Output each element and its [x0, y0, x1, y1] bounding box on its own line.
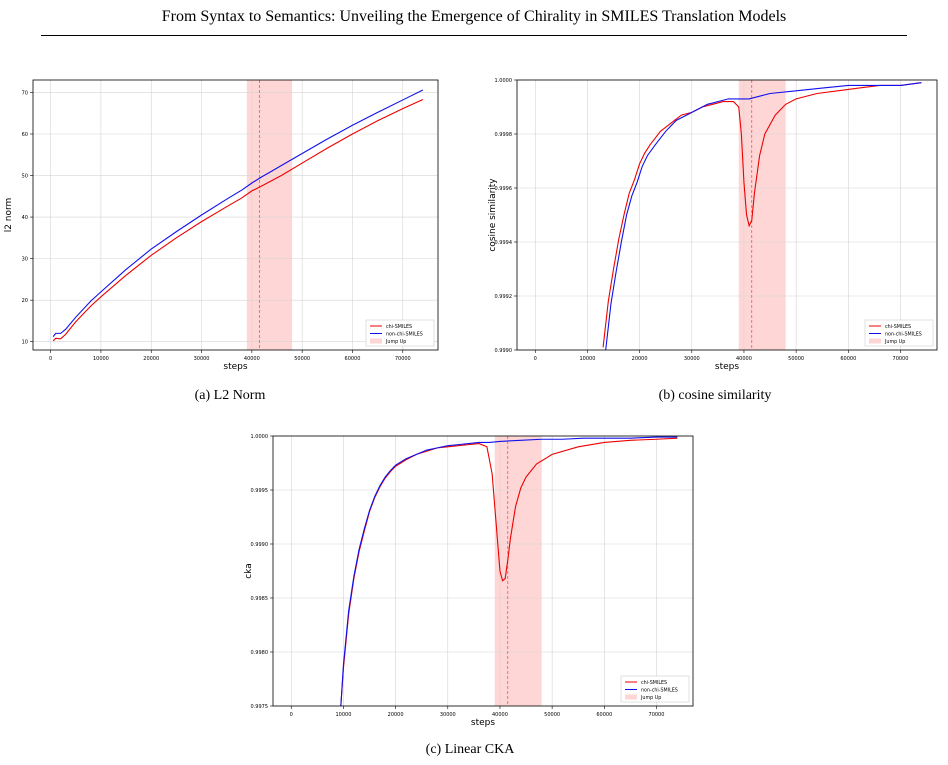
y-tick-label: 0.9990: [251, 542, 269, 548]
x-tick-label: 10000: [335, 712, 351, 718]
series-group: [602, 82, 922, 350]
series-line-non-chi-smiles: [52, 89, 424, 338]
x-tick-label: 0: [49, 356, 52, 362]
x-tick-label: 40000: [492, 712, 508, 718]
x-tick-label: 50000: [788, 356, 804, 362]
figure-cosine-similarity: 0 10000 20000 30000 40000 50000 60000 70000 0.99…: [484, 74, 944, 374]
x-tick-label: 40000: [244, 356, 260, 362]
header-rule: [41, 35, 907, 36]
x-tick-label: 0: [534, 356, 537, 362]
y-tick-label: 1.0000: [495, 78, 513, 84]
x-axis-label: steps: [223, 362, 247, 372]
x-tick-label: 20000: [143, 356, 159, 362]
jump-band: [246, 80, 293, 350]
legend-label: Jump Up: [385, 339, 406, 345]
x-tick-label: 30000: [440, 712, 456, 718]
figure-l2-norm: 0 10000 20000 30000 40000 50000 60000 70000 10 20…: [0, 74, 440, 374]
series-line-non-chi-smiles: [605, 82, 922, 350]
series-line-chi-smiles: [52, 99, 424, 342]
y-axis-label: cosine similarity: [488, 178, 498, 252]
x-tick-label: 70000: [649, 712, 665, 718]
y-tick-label: 0.9980: [251, 650, 269, 656]
y-tick-label: 50: [22, 174, 28, 180]
x-tick-label: 10000: [579, 356, 595, 362]
legend-label: chi-SMILES: [885, 324, 911, 330]
legend-label: non-chi-SMILES: [641, 687, 678, 693]
x-tick-label: 20000: [632, 356, 648, 362]
y-tick-label: 0.9990: [495, 348, 513, 354]
x-tick-label: 40000: [736, 356, 752, 362]
x-axis-label: steps: [471, 718, 495, 728]
y-tick-label: 0.9998: [495, 132, 513, 138]
y-tick-label: 20: [22, 298, 28, 304]
jump-band: [494, 436, 542, 706]
y-tick-label: 0.9975: [251, 704, 269, 710]
series-line-non-chi-smiles: [340, 436, 678, 706]
plot-frame: [32, 79, 439, 351]
x-tick-label: 20000: [388, 712, 404, 718]
x-tick-label: 10000: [93, 356, 109, 362]
legend-swatch: [370, 338, 382, 344]
legend-label: chi-SMILES: [641, 680, 667, 686]
y-axis-label: cka: [244, 563, 254, 579]
caption-cosine-similarity: (b) cosine similarity: [658, 388, 772, 403]
plot-frame: [516, 79, 938, 351]
legend-label: Jump Up: [884, 339, 905, 345]
legend-swatch: [869, 338, 881, 344]
legend-swatch: [625, 694, 637, 700]
legend-label: non-chi-SMILES: [885, 331, 922, 337]
y-tick-label: 0.9995: [251, 488, 269, 494]
x-tick-label: 60000: [345, 356, 361, 362]
y-tick-label: 60: [22, 132, 28, 138]
y-tick-label: 0.9996: [495, 186, 513, 192]
y-axis-label: l2 norm: [4, 198, 14, 233]
running-header: From Syntax to Semantics: Unveiling the …: [161, 8, 787, 25]
chart-cosine-similarity: 0 10000 20000 30000 40000 50000 60000 70000 0.99…: [488, 78, 938, 372]
y-tick-label: 70: [22, 90, 28, 96]
x-tick-label: 60000: [596, 712, 612, 718]
y-tick-label: 40: [22, 215, 28, 221]
x-tick-label: 70000: [893, 356, 909, 362]
y-tick-label: 10: [22, 340, 28, 346]
legend-label: chi-SMILES: [386, 324, 412, 330]
y-tick-label: 1.0000: [251, 434, 269, 440]
x-tick-label: 50000: [544, 712, 560, 718]
x-tick-label: 0: [290, 712, 293, 718]
chart-l2-norm: 0 10000 20000 30000 40000 50000 60000 70000 10 20…: [4, 79, 439, 372]
figure-linear-cka: 0 10000 20000 30000 40000 50000 60000 70000 0.99…: [240, 430, 700, 728]
legend-label: non-chi-SMILES: [386, 331, 423, 337]
y-tick-label: 0.9992: [495, 294, 513, 300]
series-group: [52, 89, 424, 342]
y-tick-label: 0.9985: [251, 596, 269, 602]
x-tick-label: 30000: [194, 356, 210, 362]
plot-frame: [272, 435, 694, 707]
caption-linear-cka: (c) Linear CKA: [425, 742, 515, 757]
series-line-chi-smiles: [602, 82, 922, 348]
jump-band: [738, 80, 786, 350]
legend-label: Jump Up: [640, 695, 661, 701]
chart-linear-cka: 0 10000 20000 30000 40000 50000 60000 70000 0.99…: [244, 434, 694, 728]
x-axis-label: steps: [715, 362, 739, 372]
x-tick-label: 60000: [840, 356, 856, 362]
series-group: [340, 436, 678, 706]
caption-l2-norm: (a) L2 Norm: [194, 388, 266, 403]
y-tick-label: 30: [22, 257, 28, 263]
y-tick-label: 0.9994: [495, 240, 513, 246]
x-tick-label: 30000: [684, 356, 700, 362]
x-tick-label: 70000: [395, 356, 411, 362]
x-tick-label: 50000: [294, 356, 310, 362]
